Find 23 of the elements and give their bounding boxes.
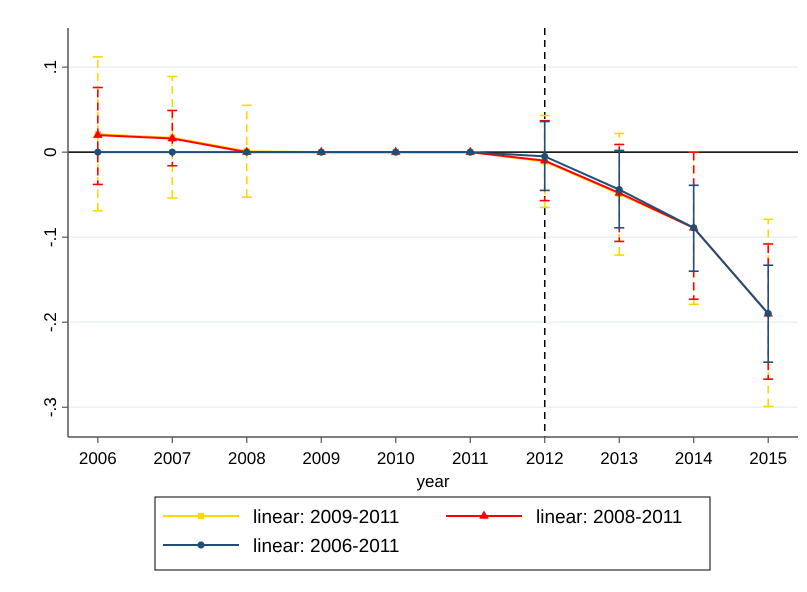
y-tick-label: -.3 [41, 397, 60, 418]
x-tick-label: 2007 [153, 449, 192, 468]
x-tick-label: 2012 [526, 449, 564, 468]
point [94, 148, 102, 156]
y-tick-label: .1 [41, 60, 60, 74]
x-tick-label: 2015 [749, 449, 788, 468]
point [616, 186, 623, 194]
x-axis-title: year [416, 472, 450, 491]
legend-label: linear: 2009-2011 [253, 507, 400, 528]
y-tick-label: -.2 [41, 312, 60, 332]
x-tick-label: 2009 [302, 449, 340, 468]
legend-label: linear: 2006-2011 [253, 536, 400, 557]
y-tick-label: -.1 [41, 227, 60, 248]
x-tick-label: 2006 [78, 449, 117, 468]
x-tick-label: 2014 [674, 449, 713, 468]
point [168, 148, 176, 156]
x-tick-label: 2011 [452, 449, 489, 468]
point [541, 152, 548, 160]
x-tick-label: 2010 [376, 449, 415, 468]
x-tick-label: 2013 [600, 449, 638, 468]
x-tick-label: 2008 [228, 449, 266, 468]
y-tick-label: 0 [41, 147, 60, 157]
legend-label: linear: 2008-2011 [536, 507, 682, 528]
